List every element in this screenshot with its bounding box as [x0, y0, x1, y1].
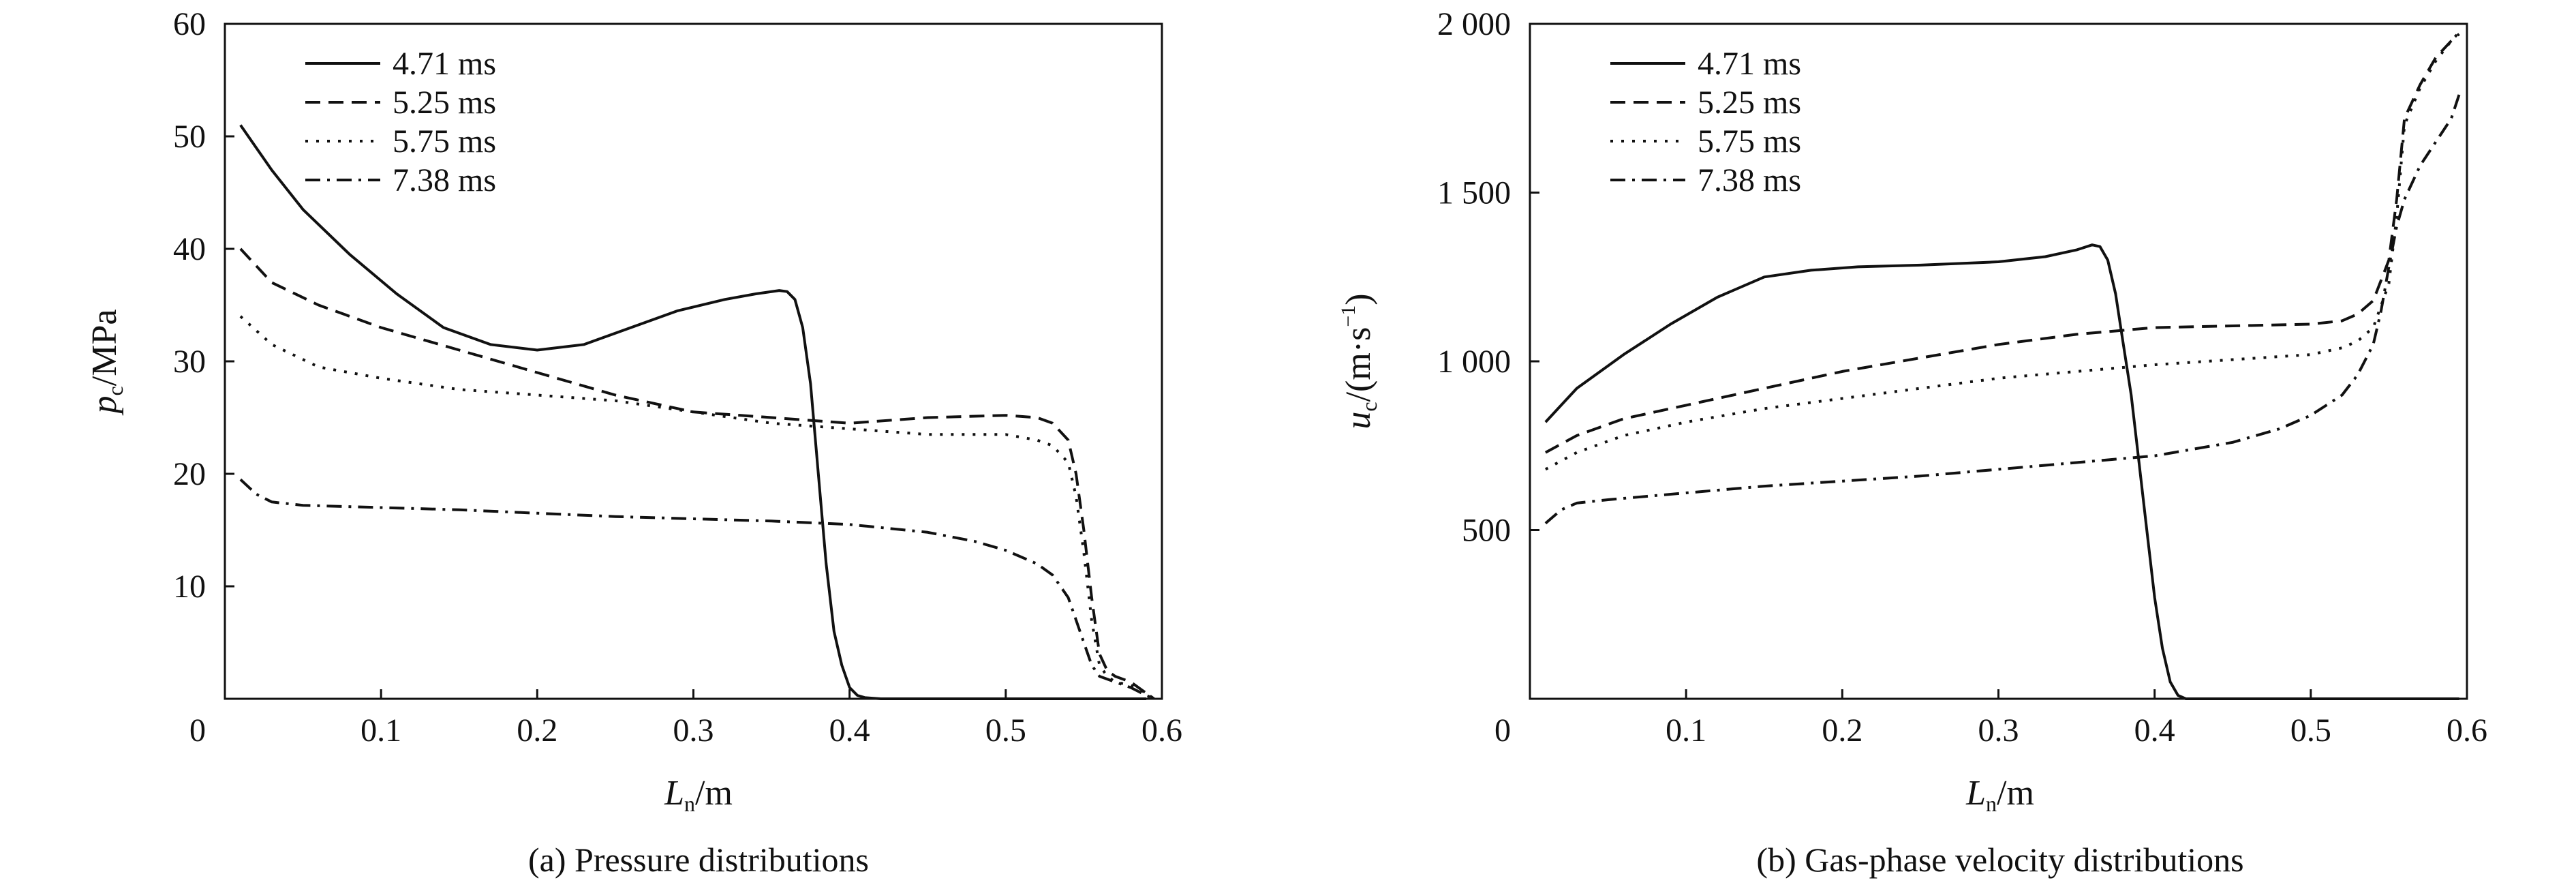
x-tick-label: 0.2: [1822, 712, 1862, 749]
series-line-dashed: [1544, 33, 2460, 454]
legend-a: 4.71 ms5.25 ms5.75 ms7.38 ms: [305, 46, 496, 198]
x-tick-label: 0.1: [1666, 712, 1706, 749]
legend-b: 4.71 ms5.25 ms5.75 ms7.38 ms: [1610, 46, 1801, 198]
panel-velocity: 0 0.1 0.2 0.3 0.4 0.5 0.6 500 1 000 1 500 2 000 4.…: [1337, 6, 2487, 879]
y-axis-label-b: uc/(m·s−1): [1337, 293, 1381, 429]
y-tick-label: 50: [173, 119, 206, 155]
series-layer-b: [1544, 31, 2461, 700]
series-line-solid: [239, 124, 1147, 700]
caption-a: (a) Pressure distributions: [528, 841, 869, 879]
y-axis-label-a: pc/MPa: [85, 310, 127, 417]
x-tick-label: 0.3: [1978, 712, 2019, 749]
y-tick-label: 20: [173, 456, 206, 492]
legend-label: 5.25 ms: [393, 85, 496, 121]
y-tick-label: 30: [173, 344, 206, 380]
origin-tick-label: 0: [1494, 712, 1511, 749]
legend-label: 5.75 ms: [393, 123, 496, 160]
x-tick-label: 0.5: [985, 712, 1026, 749]
series-line-dashdot: [1544, 94, 2461, 525]
x-tick-label: 0.2: [517, 712, 557, 749]
legend-label: 7.38 ms: [393, 162, 496, 198]
x-tick-label: 0.4: [829, 712, 870, 749]
plot-frame-b: [1529, 22, 2468, 700]
legend-label: 5.75 ms: [1698, 123, 1801, 160]
series-line-dashed: [239, 247, 1155, 700]
x-axis-label-b: Ln/m: [1965, 774, 2034, 816]
x-tick-label: 0.6: [2447, 712, 2487, 749]
legend-label: 4.71 ms: [1698, 46, 1801, 82]
series-line-dotted: [239, 315, 1155, 700]
series-line-dotted: [1544, 31, 2460, 471]
series-line-solid: [1544, 243, 2459, 700]
series-layer-a: [239, 124, 1155, 700]
y-tick-label: 2 000: [1437, 6, 1511, 42]
tick-layer-a: 0 0.1 0.2 0.3 0.4 0.5 0.6 10 20 30 40 50 60: [173, 6, 1182, 749]
plot-frame-a: [224, 22, 1163, 700]
y-tick-label: 10: [173, 569, 206, 605]
x-tick-label: 0.4: [2134, 712, 2175, 749]
y-tick-label: 1 000: [1437, 344, 1511, 380]
tick-layer-b: 0 0.1 0.2 0.3 0.4 0.5 0.6 500 1 000 1 500 2 000: [1437, 6, 2487, 749]
legend-label: 4.71 ms: [393, 46, 496, 82]
legend-label: 5.25 ms: [1698, 85, 1801, 121]
x-tick-label: 0.1: [361, 712, 401, 749]
x-tick-label: 0.6: [1141, 712, 1182, 749]
y-tick-label: 60: [173, 6, 206, 42]
x-tick-label: 0.3: [673, 712, 714, 749]
y-tick-label: 500: [1462, 513, 1511, 549]
caption-b: (b) Gas-phase velocity distributions: [1756, 841, 2243, 879]
y-tick-label: 1 500: [1437, 175, 1511, 211]
y-tick-label: 40: [173, 231, 206, 267]
legend-label: 7.38 ms: [1698, 162, 1801, 198]
x-axis-label-a: Ln/m: [664, 774, 733, 816]
origin-tick-label: 0: [189, 712, 206, 749]
series-line-dashdot: [239, 478, 1155, 700]
x-tick-label: 0.5: [2290, 712, 2331, 749]
